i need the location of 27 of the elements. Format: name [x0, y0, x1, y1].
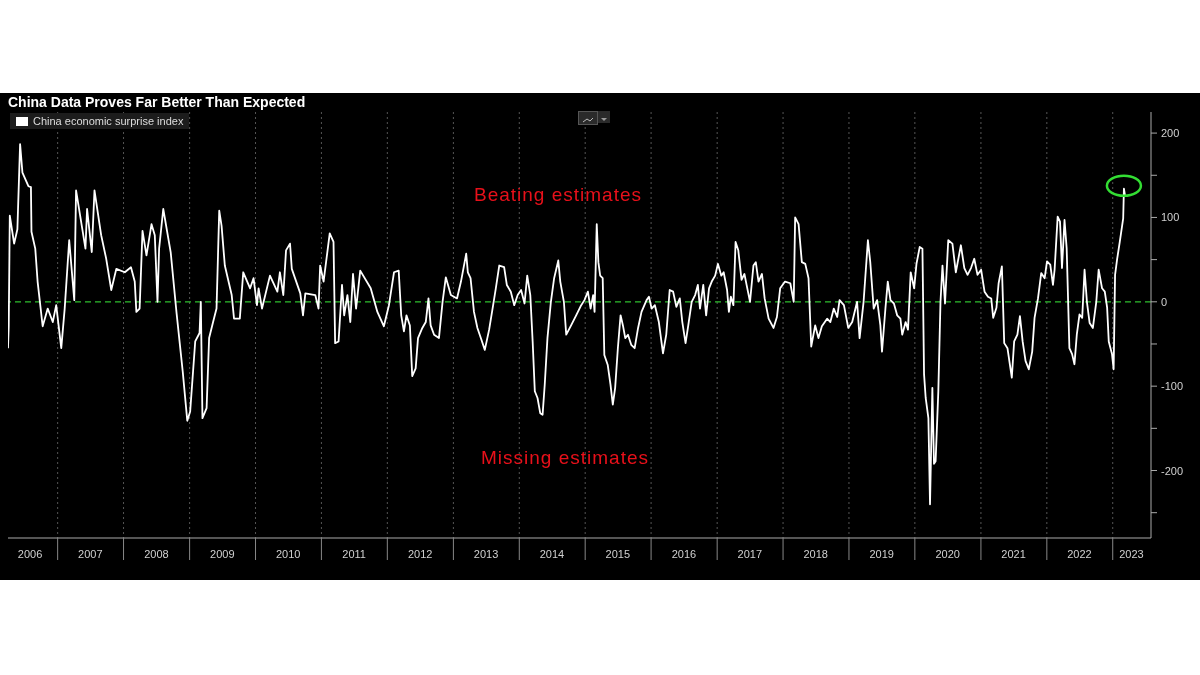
x-tick-label: 2016: [671, 548, 697, 560]
x-tick-label: 2014: [539, 548, 565, 560]
x-tick-label: 2007: [78, 548, 103, 560]
x-tick-label: 2013: [473, 548, 499, 560]
x-tick-label: 2023: [1119, 548, 1144, 560]
x-tick-label: 2008: [144, 548, 169, 560]
x-tick-label: 2019: [869, 548, 894, 560]
chart-title: China Data Proves Far Better Than Expected: [8, 94, 306, 110]
x-tick-label: 2011: [342, 548, 366, 560]
x-tick-label: 2017: [737, 548, 763, 560]
x-tick-label: 2021: [1001, 548, 1026, 560]
annotation: Beating estimates: [473, 184, 643, 206]
legend-label: China economic surprise index: [33, 115, 184, 127]
y-tick-label: -100: [1161, 380, 1184, 393]
y-tick-label: 0: [1161, 295, 1168, 308]
annotation: Missing estimates: [481, 447, 649, 469]
y-tick-label: -200: [1161, 464, 1184, 477]
x-tick-label: 2009: [210, 548, 235, 560]
x-tick-label: 2012: [407, 548, 433, 560]
y-tick-label: 100: [1161, 211, 1180, 224]
x-tick-label: 2015: [605, 548, 631, 560]
x-tick-label: 2006: [17, 548, 43, 560]
y-tick-label: 200: [1161, 127, 1180, 140]
x-tick-label: 2022: [1067, 548, 1092, 560]
x-tick-label: 2010: [275, 548, 301, 560]
x-tick-label: 2020: [935, 548, 960, 560]
x-tick-label: 2018: [803, 548, 828, 560]
